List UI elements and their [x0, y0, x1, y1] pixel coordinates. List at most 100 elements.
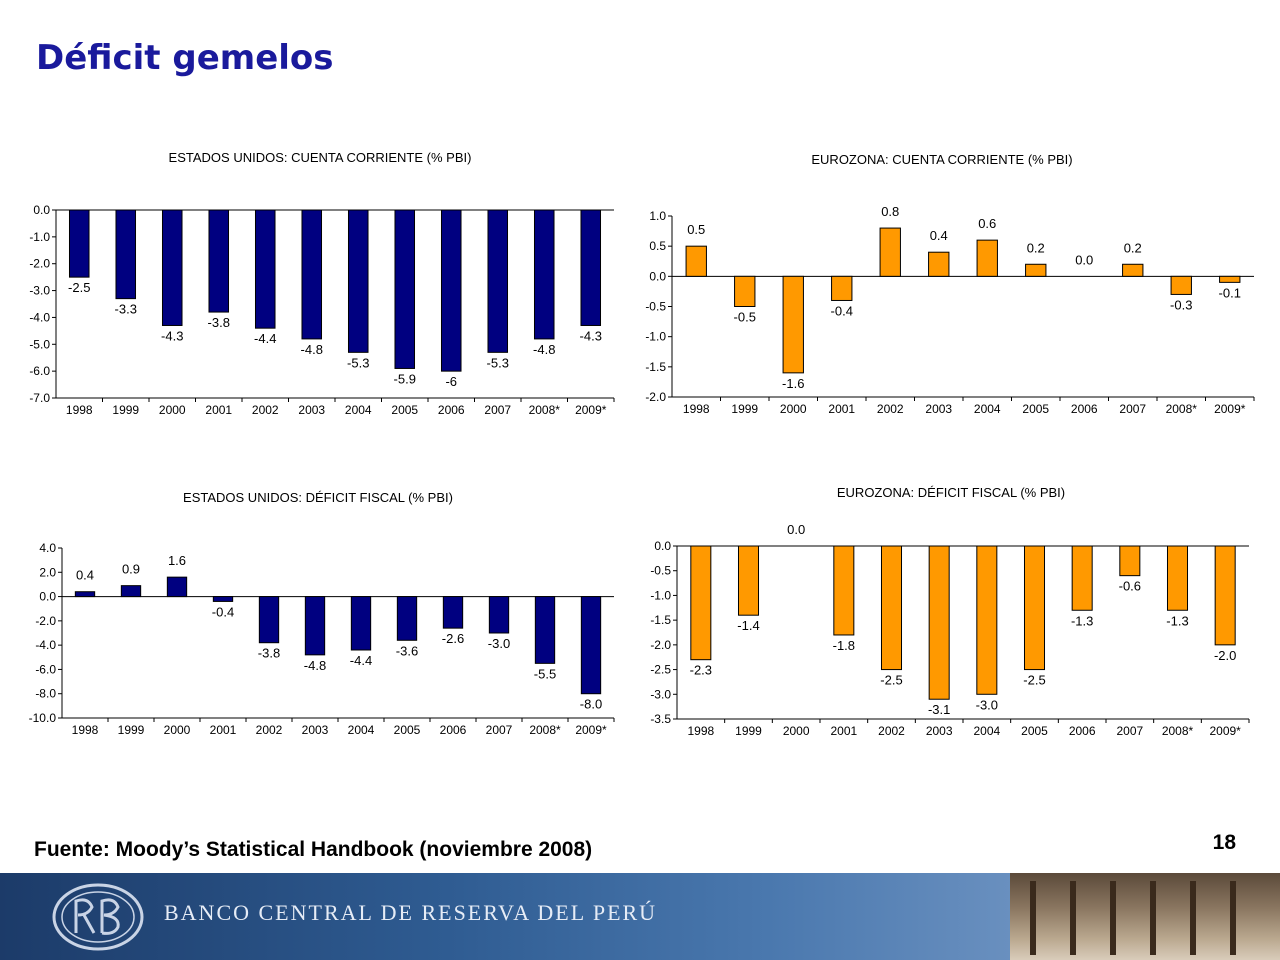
- data-label: -0.3: [1170, 297, 1192, 312]
- bar: [580, 596, 602, 695]
- x-tick-label: 2003: [925, 402, 952, 416]
- x-tick-label: 2001: [828, 402, 855, 416]
- x-tick-label: 2002: [252, 403, 279, 417]
- y-tick-label: -4.0: [35, 638, 56, 652]
- y-tick-label: -10.0: [29, 711, 57, 725]
- data-label: -6: [445, 374, 457, 389]
- bar: [254, 209, 276, 329]
- x-tick-label: 2009*: [575, 723, 607, 737]
- y-tick-label: 0.0: [654, 539, 671, 553]
- x-tick-label: 2001: [205, 403, 232, 417]
- bar: [928, 251, 950, 277]
- y-tick-label: -5.0: [29, 337, 50, 351]
- x-tick-label: 2005: [391, 403, 418, 417]
- bar: [737, 545, 760, 616]
- us-current-account-chart: ESTADOS UNIDOS: CUENTA CORRIENTE (% PBI)…: [20, 140, 620, 440]
- data-label: -5.3: [347, 355, 369, 370]
- data-label: 0.8: [881, 204, 899, 219]
- bcrp-logo-icon: [52, 883, 144, 951]
- bar: [115, 209, 137, 300]
- data-label: -8.0: [580, 697, 602, 712]
- y-tick-label: -2.0: [35, 614, 56, 628]
- data-label: -3.3: [115, 302, 137, 317]
- x-tick-label: 2004: [974, 402, 1001, 416]
- data-label: -3.0: [976, 697, 998, 712]
- x-tick-label: 1998: [687, 724, 714, 738]
- bar: [1119, 545, 1141, 577]
- y-tick-label: -4.0: [29, 310, 50, 324]
- x-tick-label: 2006: [1069, 724, 1096, 738]
- x-tick-label: 2007: [484, 403, 511, 417]
- x-tick-label: 2002: [877, 402, 904, 416]
- x-tick-label: 2003: [926, 724, 953, 738]
- x-tick-label: 2000: [159, 403, 186, 417]
- chart-title: EUROZONA: DÉFICIT FISCAL (% PBI): [837, 485, 1065, 500]
- bar: [301, 209, 323, 340]
- bar: [1122, 263, 1144, 277]
- x-tick-label: 2009*: [1209, 724, 1241, 738]
- bar: [533, 209, 555, 340]
- y-tick-label: 0.0: [33, 203, 50, 217]
- x-tick-label: 2008*: [1166, 402, 1198, 416]
- slide-title: Déficit gemelos: [36, 38, 334, 78]
- euro-cc-svg: EUROZONA: CUENTA CORRIENTE (% PBI) 1.0 0.5…: [645, 152, 1255, 416]
- data-label: 0.5: [687, 222, 705, 237]
- y-tick-label: 0.0: [649, 269, 666, 283]
- data-label: 0.4: [76, 568, 94, 583]
- bar: [396, 596, 418, 641]
- y-tick-label: -7.0: [29, 391, 50, 405]
- data-label: 0.0: [787, 522, 805, 537]
- bar: [833, 545, 855, 636]
- y-tick-label: -1.0: [29, 230, 50, 244]
- y-tick-label: -2.0: [645, 390, 666, 404]
- x-tick-label: 2006: [438, 403, 465, 417]
- data-label: -5.9: [394, 371, 416, 386]
- bar: [534, 596, 556, 664]
- data-label: -0.4: [212, 604, 234, 619]
- x-tick-label: 2000: [783, 724, 810, 738]
- y-tick-label: -8.0: [35, 687, 56, 701]
- y-tick-label: -6.0: [29, 364, 50, 378]
- data-label: -1.3: [1166, 613, 1188, 628]
- bar: [734, 275, 756, 307]
- x-tick-label: 2003: [298, 403, 325, 417]
- bar: [685, 245, 707, 277]
- data-label: -1.6: [782, 376, 804, 391]
- x-tick-label: 2000: [780, 402, 807, 416]
- y-tick-label: -1.0: [645, 330, 666, 344]
- euro-fiscal-svg: EUROZONA: DÉFICIT FISCAL (% PBI) 0.0 -0.5 -…: [650, 485, 1250, 738]
- bar: [487, 209, 509, 353]
- y-tick-label: 0.5: [649, 239, 666, 253]
- x-tick-label: 2004: [345, 403, 372, 417]
- bar: [1071, 545, 1093, 611]
- building-photo: [1010, 873, 1280, 960]
- eurozone-current-account-chart: EUROZONA: CUENTA CORRIENTE (% PBI) 1.0 0.5…: [620, 140, 1260, 450]
- bar: [879, 227, 901, 277]
- y-tick-label: 0.0: [39, 590, 56, 604]
- data-label: -0.4: [831, 303, 853, 318]
- x-tick-label: 1998: [683, 402, 710, 416]
- data-label: -2.0: [1214, 648, 1236, 663]
- y-tick-label: 2.0: [39, 565, 56, 579]
- y-tick-label: -1.5: [650, 613, 671, 627]
- x-tick-label: 2008*: [1162, 724, 1194, 738]
- bar: [1219, 275, 1241, 283]
- x-tick-label: 2000: [164, 723, 191, 737]
- x-tick-label: 1998: [72, 723, 99, 737]
- bar: [440, 209, 462, 372]
- bar: [212, 596, 234, 602]
- bar: [928, 545, 950, 700]
- bar: [394, 209, 416, 369]
- x-tick-label: 2009*: [575, 403, 607, 417]
- y-tick-label: -0.5: [645, 300, 666, 314]
- bar: [350, 596, 372, 651]
- footer-banner: BANCO CENTRAL DE RESERVA DEL PERÚ: [0, 873, 1280, 960]
- data-label: -4.3: [161, 328, 183, 343]
- x-tick-label: 2001: [210, 723, 237, 737]
- data-label: -2.5: [1023, 673, 1045, 688]
- data-label: -2.5: [880, 673, 902, 688]
- bar: [690, 545, 712, 661]
- data-label: -3.8: [208, 315, 230, 330]
- bar: [442, 596, 464, 629]
- y-tick-label: -2.5: [650, 663, 671, 677]
